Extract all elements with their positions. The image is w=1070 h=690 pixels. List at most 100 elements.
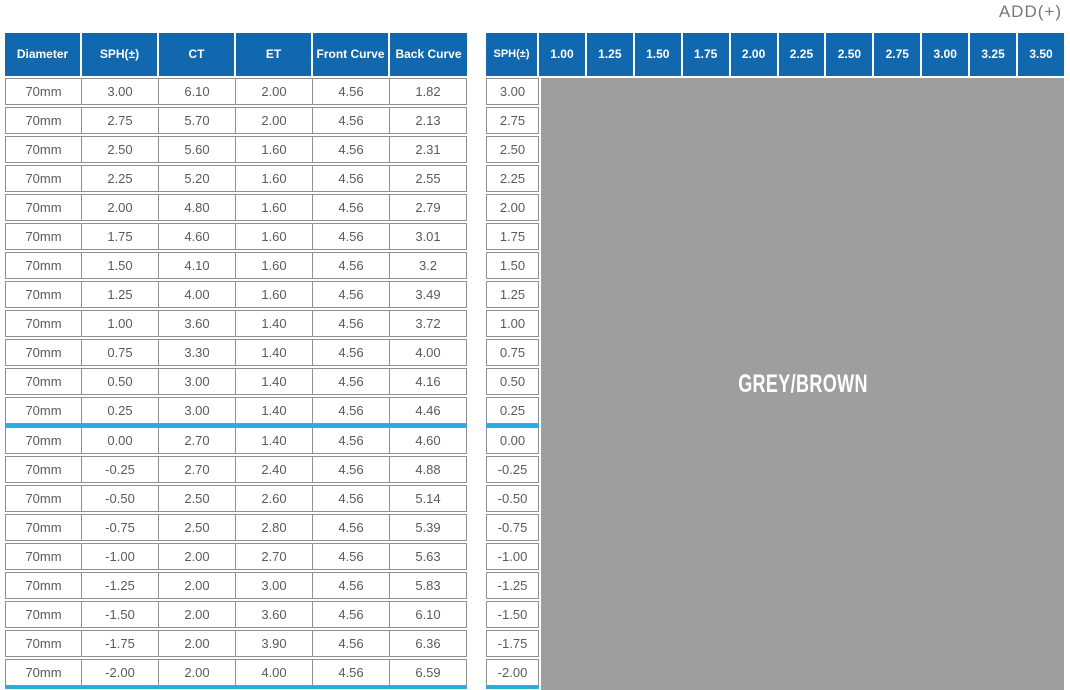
table-cell: 2.70 [159, 428, 236, 453]
sph-value-cell: 1.00 [486, 310, 539, 337]
table-cell: 4.88 [415, 462, 441, 477]
right-table-sph-column: 3.00 2.75 2.50 2.25 2.00 1.75 1.50 1.25 1.00 0.75… [486, 78, 1064, 689]
table-cell: 2.00 [159, 660, 236, 685]
table-cell: 4.56 [313, 573, 390, 598]
table-cell: 3.72 [415, 316, 441, 331]
table-cell: 2.00 [159, 544, 236, 569]
table-cell: -0.25 [82, 457, 159, 482]
table-cell: 4.56 [313, 398, 390, 423]
table-cell: 4.56 [313, 631, 390, 656]
table-cell: 70mm [6, 573, 82, 598]
table-cell: -1.00 [82, 544, 159, 569]
table-cell: 70mm [6, 486, 82, 511]
table-cell: -0.75 [82, 515, 159, 540]
table-cell: 3.00 [159, 398, 236, 423]
table-cell: 0.25 [82, 398, 159, 423]
cyan-divider-line [486, 686, 539, 689]
table-cell: 2.50 [82, 137, 159, 162]
right-table-header: SPH(±) 1.00 1.25 1.50 1.75 2.00 2.25 2.50 2.75 3.… [486, 33, 1064, 76]
sph-value-cell: -0.75 [486, 514, 539, 541]
sph-value-cell: 2.50 [486, 136, 539, 163]
table-row: 70mm 1.25 4.00 1.60 4.56 3.49 [5, 281, 467, 308]
table-cell: 4.56 [313, 369, 390, 394]
table-cell: 3.49 [415, 287, 441, 302]
table-cell: 5.60 [159, 137, 236, 162]
table-row: 70mm -1.50 2.00 3.60 4.56 6.10 [5, 601, 467, 628]
table-cell: 3.00 [236, 573, 313, 598]
table-cell: 70mm [6, 340, 82, 365]
table-cell: 4.56 [313, 486, 390, 511]
table-row: 70mm -0.25 2.70 2.40 4.56 4.88 [5, 456, 467, 483]
table-cell: -1.75 [82, 631, 159, 656]
table-cell: 4.56 [313, 195, 390, 220]
table-row: 70mm 0.50 3.00 1.40 4.56 4.16 [5, 368, 467, 395]
table-cell: 1.50 [82, 253, 159, 278]
column-header-5: Back Curve [390, 33, 467, 76]
table-cell: 70mm [6, 282, 82, 307]
sph-value-cell: 2.75 [486, 107, 539, 134]
availability-region: GREY/BROWN [541, 78, 1064, 690]
table-cell: 5.83 [415, 578, 441, 593]
table-cell: 3.01 [415, 229, 441, 244]
table-cell: 3.60 [236, 602, 313, 627]
table-cell: 4.56 [313, 108, 390, 133]
table-cell: 2.13 [415, 113, 441, 128]
table-cell: 4.56 [313, 224, 390, 249]
cyan-divider-line [5, 686, 467, 689]
column-header-0: Diameter [5, 33, 80, 76]
table-cell: 5.70 [159, 108, 236, 133]
table-cell: 2.55 [415, 171, 441, 186]
table-cell: 70mm [6, 137, 82, 162]
table-cell: 2.40 [236, 457, 313, 482]
table-row: 70mm 0.25 3.00 1.40 4.56 4.46 [5, 397, 467, 424]
table-cell: 2.50 [159, 515, 236, 540]
table-cell: 4.56 [313, 602, 390, 627]
table-cell: 2.00 [236, 79, 313, 104]
table-row: 70mm -1.00 2.00 2.70 4.56 5.63 [5, 543, 467, 570]
table-cell: 4.56 [313, 515, 390, 540]
table-cell: 70mm [6, 108, 82, 133]
cyan-divider-line [5, 424, 467, 427]
table-cell: 1.25 [82, 282, 159, 307]
table-cell: 2.70 [236, 544, 313, 569]
left-table-header: Diameter SPH(±) CT ET Front Curve Back Curve [5, 33, 467, 76]
table-cell: 4.56 [313, 544, 390, 569]
sph-value-cell: -0.50 [486, 485, 539, 512]
add-column-header-5: 2.25 [778, 33, 825, 76]
sph-value-cell: 1.50 [486, 252, 539, 279]
table-cell: 2.70 [159, 457, 236, 482]
table-cell: 1.40 [236, 311, 313, 336]
table-cell: -1.25 [82, 573, 159, 598]
sph-value-cell: 0.75 [486, 339, 539, 366]
table-cell: 1.40 [236, 428, 313, 453]
table-cell: 1.40 [236, 340, 313, 365]
table-cell: 0.75 [82, 340, 159, 365]
table-cell: 4.16 [415, 374, 441, 389]
table-cell: 6.36 [415, 636, 441, 651]
table-cell: 2.50 [159, 486, 236, 511]
lens-parameters-table: Diameter SPH(±) CT ET Front Curve Back Curve … [5, 33, 467, 689]
sph-value-cell: 0.25 [486, 397, 539, 424]
table-row: 70mm 2.75 5.70 2.00 4.56 2.13 [5, 107, 467, 134]
table-row: 70mm -0.50 2.50 2.60 4.56 5.14 [5, 485, 467, 512]
table-cell: 2.79 [415, 200, 441, 215]
table-cell: 70mm [6, 253, 82, 278]
column-header-3: ET [236, 33, 311, 76]
table-cell: 0.00 [82, 428, 159, 453]
table-cell: 70mm [6, 195, 82, 220]
sph-value-cell: -0.25 [486, 456, 539, 483]
table-cell: 4.80 [159, 195, 236, 220]
table-cell: 70mm [6, 311, 82, 336]
table-row: 70mm -0.75 2.50 2.80 4.56 5.39 [5, 514, 467, 541]
table-cell: 70mm [6, 457, 82, 482]
add-column-header-4: 2.00 [730, 33, 777, 76]
table-cell: 4.60 [415, 433, 441, 448]
table-cell: 70mm [6, 166, 82, 191]
table-cell: 1.60 [236, 166, 313, 191]
table-cell: 3.30 [159, 340, 236, 365]
table-cell: 6.10 [159, 79, 236, 104]
add-availability-table: SPH(±) 1.00 1.25 1.50 1.75 2.00 2.25 2.50 2.75 3.… [486, 33, 1064, 690]
add-column-header-0: 1.00 [539, 33, 585, 76]
add-column-header-8: 3.00 [922, 33, 969, 76]
add-column-header-1: 1.25 [586, 33, 633, 76]
